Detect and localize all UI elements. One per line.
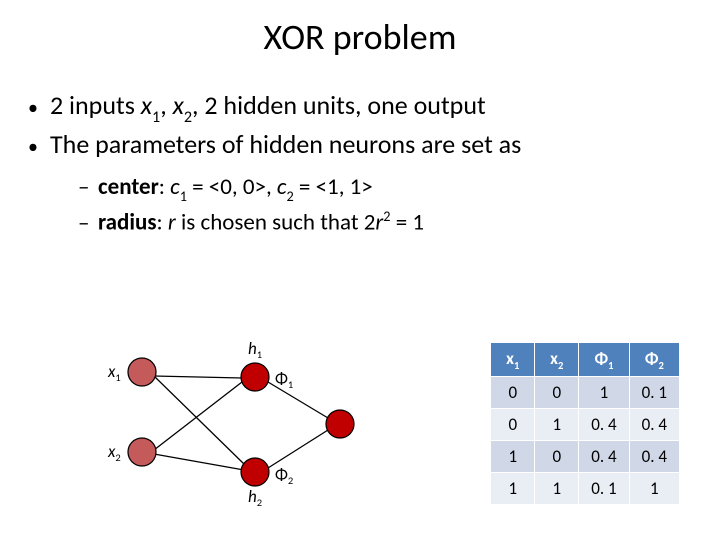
table-cell: 0 (491, 377, 535, 409)
network-svg: x1 x2 h1 Φ1 h2 Φ2 (100, 332, 360, 532)
subbullet-center-text: center: c1 = <0, 0>, c2 = <1, 1> (98, 173, 373, 204)
table-cell: 0. 4 (579, 409, 629, 441)
table-header: Φ1 (579, 343, 629, 377)
table-cell: 1 (535, 473, 579, 505)
table-header: x1 (491, 343, 535, 377)
table-cell: 0. 4 (579, 441, 629, 473)
node-label-h1: h1 (248, 338, 262, 361)
table-cell: 0. 4 (629, 441, 679, 473)
node-x2 (128, 438, 156, 466)
node-x1 (128, 358, 156, 386)
node-label-x2: x2 (107, 441, 121, 464)
lower-section: x1x2h1Φ1h2Φ2 x1x2Φ1Φ20010. 1010. 40. 410… (0, 332, 720, 532)
table-cell: 0. 1 (629, 377, 679, 409)
bullet-marker: • (28, 96, 50, 120)
table-row: 100. 40. 4 (491, 441, 680, 473)
network-diagram: x1 x2 h1 Φ1 h2 Φ2 (100, 332, 360, 532)
table-cell: 1 (535, 409, 579, 441)
bullet-1: • 2 inputs x1, x2, 2 hidden units, one o… (28, 89, 692, 126)
phi-label-h2: Φ2 (275, 464, 293, 487)
bullet-marker: • (28, 135, 50, 159)
table-cell: 1 (579, 377, 629, 409)
subbullet-radius: – radius: r is chosen such that 2r2 = 1 (78, 208, 692, 237)
table-cell: 0 (535, 441, 579, 473)
table-row: 010. 40. 4 (491, 409, 680, 441)
table-cell: 0 (491, 409, 535, 441)
table-cell: 0 (535, 377, 579, 409)
edge (154, 376, 242, 378)
bullet-2: • The parameters of hidden neurons are s… (28, 128, 692, 161)
xor-table-wrap: x1x2Φ1Φ20010. 1010. 40. 4100. 40. 4110. … (490, 342, 680, 505)
node-label-x1: x1 (107, 361, 121, 384)
table-cell: 0. 1 (579, 473, 629, 505)
subbullet-marker: – (78, 209, 98, 237)
table-header: x2 (535, 343, 579, 377)
edge (154, 376, 244, 464)
edge (268, 430, 328, 468)
subbullet-radius-text: radius: r is chosen such that 2r2 = 1 (98, 208, 424, 237)
subbullet-list: – center: c1 = <0, 0>, c2 = <1, 1> – rad… (28, 163, 692, 238)
table-header: Φ2 (629, 343, 679, 377)
slide-title: XOR problem (0, 0, 720, 59)
phi-label-h1: Φ1 (275, 368, 293, 391)
table-cell: 1 (491, 441, 535, 473)
subbullet-marker: – (78, 173, 98, 201)
subbullet-center: – center: c1 = <0, 0>, c2 = <1, 1> (78, 173, 692, 204)
table-cell: 0. 4 (629, 409, 679, 441)
table-row: 0010. 1 (491, 377, 680, 409)
node-out (326, 410, 354, 438)
node-label-h2: h2 (248, 486, 262, 509)
xor-table: x1x2Φ1Φ20010. 1010. 40. 4100. 40. 4110. … (490, 342, 680, 505)
bullet-1-text: 2 inputs x1, x2, 2 hidden units, one out… (50, 89, 486, 126)
node-h2 (241, 458, 269, 486)
edge (154, 454, 244, 470)
bullet-list: • 2 inputs x1, x2, 2 hidden units, one o… (0, 59, 720, 238)
bullet-2-text: The parameters of hidden neurons are set… (50, 128, 521, 161)
node-h1 (241, 363, 269, 391)
table-row: 110. 11 (491, 473, 680, 505)
table-cell: 1 (629, 473, 679, 505)
table-cell: 1 (491, 473, 535, 505)
edge (154, 382, 242, 450)
